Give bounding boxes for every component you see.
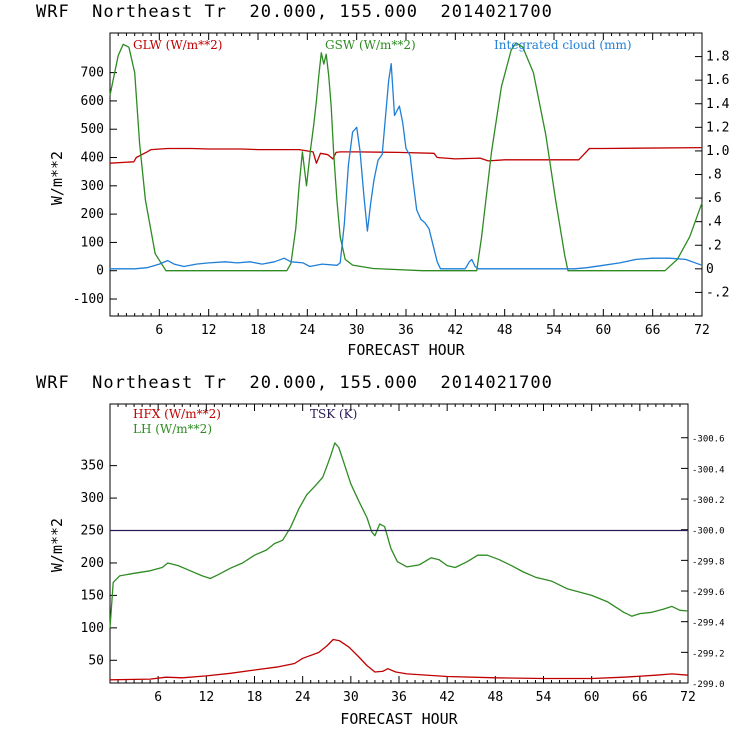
y-right-tick-label: 1.6	[706, 73, 729, 88]
y-tick-label: 400	[81, 151, 104, 166]
y-right-tick-label: .4	[706, 215, 722, 230]
legend-entry: LH (W/m**2)	[133, 422, 212, 436]
y-tick-label: 500	[81, 122, 104, 137]
y-tick-label: 150	[81, 588, 104, 603]
x-tick-label: 6	[155, 323, 163, 338]
x-tick-label: 18	[250, 323, 266, 338]
legend-entry: HFX (W/m**2)	[133, 407, 221, 421]
legend-entry: Integrated cloud (mm)	[494, 38, 632, 52]
x-tick-label: 36	[391, 690, 407, 705]
x-tick-label: 30	[343, 690, 359, 705]
x-tick-label: 60	[596, 323, 612, 338]
y-right-tick-label: 1.2	[706, 120, 729, 135]
series-line	[109, 146, 703, 164]
legend-entry: TSK (K)	[310, 407, 357, 421]
y-right-tick-label: .6	[706, 191, 722, 206]
x-tick-label: 12	[199, 690, 215, 705]
y-axis-label: W/m**2	[48, 518, 66, 572]
x-tick-label: 54	[546, 323, 562, 338]
y-right-tick-label: 1.8	[706, 50, 729, 65]
chart-title-top: WRF Northeast Tr 20.000, 155.000 2014021…	[36, 2, 553, 22]
y-tick-label: -100	[73, 292, 104, 307]
series-line	[110, 63, 703, 270]
y-tick-label: 100	[81, 235, 104, 250]
y-tick-label: 0	[96, 264, 104, 279]
y-right-tick-label: 1.4	[706, 97, 730, 112]
series-line	[109, 42, 703, 272]
y-tick-label: 250	[81, 524, 104, 539]
y-right-tick-label: -299.2	[692, 649, 725, 659]
y-right-tick-label: -299.8	[692, 557, 725, 567]
x-tick-label: 48	[497, 323, 513, 338]
x-tick-label: 54	[536, 690, 552, 705]
x-tick-label: 66	[632, 690, 648, 705]
y-right-tick-label: -300.0	[692, 527, 725, 537]
x-tick-label: 72	[694, 323, 710, 338]
x-tick-label: 30	[349, 323, 365, 338]
y-right-tick-label: -300.6	[692, 435, 725, 445]
x-axis-label: FORECAST HOUR	[340, 710, 458, 728]
y-tick-label: 200	[81, 207, 104, 222]
y-right-tick-label: .2	[706, 238, 722, 253]
x-tick-label: 6	[154, 690, 162, 705]
y-right-tick-label: .8	[706, 168, 722, 183]
y-right-tick-label: -299.0	[692, 680, 725, 690]
x-tick-label: 42	[439, 690, 455, 705]
series-line	[109, 442, 689, 628]
y-right-tick-label: -299.4	[692, 619, 725, 629]
x-tick-label: 48	[488, 690, 504, 705]
x-tick-label: 24	[295, 690, 311, 705]
x-tick-label: 66	[645, 323, 661, 338]
x-axis-label: FORECAST HOUR	[347, 341, 465, 359]
x-tick-label: 42	[448, 323, 464, 338]
chart-title-bottom: WRF Northeast Tr 20.000, 155.000 2014021…	[36, 373, 553, 393]
y-tick-label: 200	[81, 556, 104, 571]
y-right-tick-label: -300.2	[692, 496, 725, 506]
x-tick-label: 12	[201, 323, 217, 338]
y-right-tick-label: -300.4	[692, 465, 725, 475]
y-tick-label: 700	[81, 66, 104, 81]
x-tick-label: 72	[680, 690, 696, 705]
y-tick-label: 50	[88, 653, 104, 668]
x-tick-label: 24	[300, 323, 316, 338]
y-right-tick-label: 1.0	[706, 144, 729, 159]
y-tick-label: 300	[81, 179, 104, 194]
series-line	[109, 638, 689, 681]
legend-entry: GLW (W/m**2)	[133, 38, 222, 52]
y-right-tick-label: -299.6	[692, 588, 725, 598]
x-tick-label: 18	[247, 690, 263, 705]
y-tick-label: 100	[81, 621, 104, 636]
y-tick-label: 300	[81, 491, 104, 506]
x-tick-label: 60	[584, 690, 600, 705]
plot-frame	[109, 403, 689, 684]
plot-frame	[109, 32, 703, 317]
y-tick-label: 600	[81, 94, 104, 109]
y-right-tick-label: -.2	[706, 285, 729, 300]
y-tick-label: 350	[81, 459, 104, 474]
legend-entry: GSW (W/m**2)	[325, 38, 416, 52]
y-axis-label: W/m**2	[48, 151, 66, 205]
x-tick-label: 36	[398, 323, 414, 338]
y-right-tick-label: 0	[706, 262, 714, 277]
